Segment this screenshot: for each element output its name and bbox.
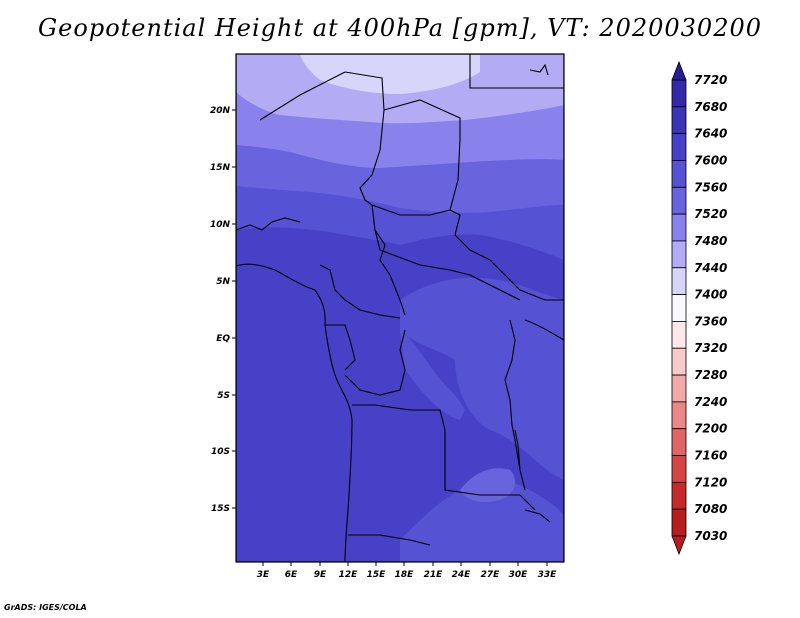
border-sudan <box>383 99 564 301</box>
border-gabon <box>325 324 356 371</box>
colorbar-segment <box>671 267 687 295</box>
colorbar-segment <box>671 481 687 510</box>
lon-label: 21E <box>424 570 444 580</box>
colorbar-label: 7360 <box>694 314 727 328</box>
border-cameroon <box>319 264 401 319</box>
lat-label: 10S <box>211 447 230 457</box>
colorbar-label: 7440 <box>694 261 727 275</box>
colorbar-segment <box>671 160 687 188</box>
colorbar-label: 7080 <box>694 502 727 516</box>
colorbar-segment <box>671 347 687 376</box>
borders <box>236 54 564 562</box>
lon-axis: 3E 6E 9E 12E 15E 18E 21E 24E 27E 30E 33E <box>257 562 557 580</box>
colorbar-segment <box>671 374 687 403</box>
lat-label: 20N <box>210 106 231 116</box>
colorbar-segment <box>671 321 687 349</box>
lat-label: 10N <box>210 220 231 230</box>
band-7560-south <box>460 468 516 502</box>
colorbar-segment <box>671 213 687 242</box>
lon-label: 27E <box>481 570 501 580</box>
band-7600-south <box>400 480 564 562</box>
band-7600 <box>400 277 564 480</box>
border-chad-niger <box>344 71 406 316</box>
colorbar-segment <box>671 401 687 430</box>
lon-label: 6E <box>285 570 298 580</box>
border-namibia <box>348 534 431 546</box>
border-algeria-niger <box>259 71 346 121</box>
colorbar-label: 7200 <box>694 422 727 436</box>
colorbar-segment <box>671 240 687 269</box>
border-drc-angola <box>352 404 536 511</box>
lat-axis: 20N 15N 10N 5N EQ 5S 10S 15S <box>210 106 236 514</box>
colorbar-segment <box>671 133 687 161</box>
lon-label: 30E <box>509 570 529 580</box>
lon-label: 18E <box>395 570 415 580</box>
band-7600b <box>400 330 465 420</box>
colorbar-label: 7560 <box>694 180 727 194</box>
colorbar-label: 7280 <box>694 368 727 382</box>
border-egypt-libya <box>469 54 564 89</box>
colorbar-label: 7520 <box>694 207 727 221</box>
border-kenya <box>524 319 564 341</box>
lat-label: 15S <box>211 504 230 514</box>
band-7440 <box>300 54 480 94</box>
colorbar-segment <box>671 294 687 322</box>
lat-label: 15N <box>210 163 231 173</box>
border-great-lakes <box>504 319 526 491</box>
lake-tanganyika <box>514 429 521 471</box>
map-panel <box>236 54 564 562</box>
colorbar-segment <box>671 428 687 456</box>
lon-label: 24E <box>452 570 472 580</box>
credit-text: GrADS: IGES/COLA <box>4 603 87 612</box>
border-car-south <box>374 229 521 301</box>
lon-label: 15E <box>367 570 387 580</box>
lon-label: 3E <box>257 570 270 580</box>
lat-label: EQ <box>216 334 230 344</box>
map-title: Geopotential Height at 400hPa [gpm], VT:… <box>38 14 762 42</box>
colorbar-arrow-bottom <box>671 535 687 556</box>
coast-redsea <box>529 63 549 76</box>
colorbar-label: 7160 <box>694 449 727 463</box>
colorbar-label: 7480 <box>694 234 727 248</box>
border-car-north <box>371 204 451 216</box>
lon-label: 9E <box>314 570 327 580</box>
lon-label: 33E <box>538 570 558 580</box>
colorbar-segment <box>671 106 687 135</box>
colorbar-label: 7600 <box>694 153 727 167</box>
colorbar-label: 7120 <box>694 475 727 489</box>
colorbar-segment <box>671 455 687 483</box>
lat-label: 5S <box>217 391 230 401</box>
border-westafrica <box>236 217 301 231</box>
coastline-west <box>236 263 353 562</box>
colorbar-label: 7030 <box>694 529 727 543</box>
map-frame <box>235 53 565 563</box>
colorbar-arrow-top <box>671 60 687 81</box>
colorbar-label: 7720 <box>694 73 727 87</box>
colorbar-segment <box>671 186 687 215</box>
colorbar-label: 7320 <box>694 341 727 355</box>
lon-label: 12E <box>339 570 359 580</box>
colorbar-label: 7240 <box>694 395 727 409</box>
colorbar-label: 7640 <box>694 127 727 141</box>
border-congo <box>344 329 406 396</box>
colorbar: 7720 7680 7640 7600 7560 7520 7480 7440 7400 7360… <box>671 60 727 556</box>
colorbar-segment <box>671 79 687 108</box>
colorbar-label: 7400 <box>694 288 727 302</box>
colorbar-label: 7680 <box>694 100 727 114</box>
lat-label: 5N <box>216 277 230 287</box>
colorbar-segment <box>671 508 687 537</box>
lake-malawi <box>524 509 551 523</box>
